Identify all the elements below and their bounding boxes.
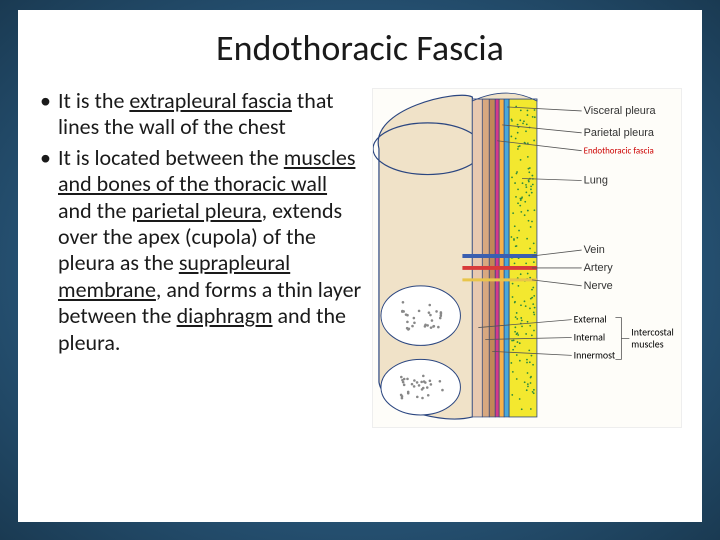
svg-text:Artery: Artery (584, 262, 614, 274)
anatomy-figure: Visceral pleura Parietal pleura Endothorac… (372, 88, 682, 428)
svg-text:Intercostal: Intercostal (631, 326, 673, 338)
svg-text:Lung: Lung (584, 174, 608, 186)
content-box: Endothoracic Fascia It is the extrapleur… (18, 10, 702, 522)
bullet-item: It is the extrapleural fascia that lines… (38, 88, 364, 141)
svg-text:Endothoracic fascia: Endothoracic fascia (584, 146, 654, 157)
svg-text:Visceral pleura: Visceral pleura (584, 105, 657, 117)
svg-text:Vein: Vein (584, 244, 605, 256)
bullet-item: It is located between the muscles and bo… (38, 145, 364, 356)
body-row: It is the extrapleural fascia that lines… (38, 88, 682, 428)
svg-text:Parietal pleura: Parietal pleura (584, 127, 655, 139)
slide-title: Endothoracic Fascia (38, 26, 682, 70)
bullet-list: It is the extrapleural fascia that lines… (38, 88, 364, 428)
svg-text:Innermost: Innermost (574, 349, 616, 361)
slide: Endothoracic Fascia It is the extrapleur… (0, 0, 720, 540)
svg-text:External: External (574, 314, 607, 326)
svg-text:muscles: muscles (631, 338, 663, 350)
svg-text:Internal: Internal (574, 331, 605, 343)
svg-text:Nerve: Nerve (584, 280, 613, 292)
